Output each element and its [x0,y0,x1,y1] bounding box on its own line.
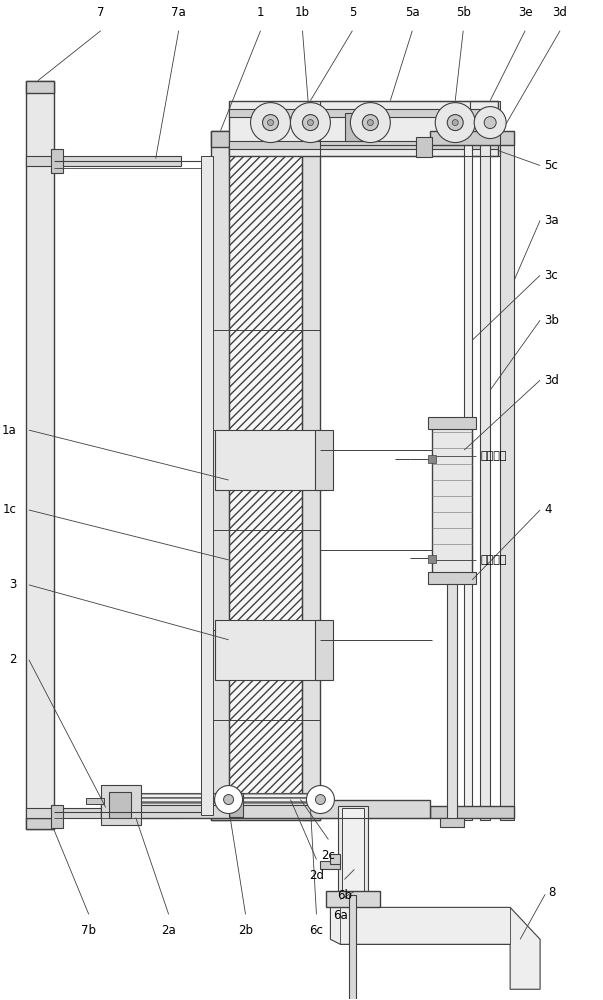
Circle shape [474,107,506,139]
Bar [315,430,333,490]
Text: 5b: 5b [456,6,471,19]
Text: 6a: 6a [333,909,348,922]
Circle shape [367,120,373,126]
Text: 8: 8 [548,886,555,899]
Bar [330,854,341,864]
Bar [432,420,472,575]
Bar [26,156,181,166]
Text: 6c: 6c [309,924,323,937]
Bar [229,141,498,149]
Bar [480,131,490,820]
Text: 伸出进气: 伸出进气 [480,451,507,461]
Text: 7a: 7a [171,6,186,19]
Circle shape [262,115,279,131]
Circle shape [435,103,475,143]
Circle shape [291,103,330,143]
Bar [428,417,476,429]
Text: 1: 1 [257,6,264,19]
Bar [101,800,431,818]
Bar [326,891,380,907]
Circle shape [447,115,463,131]
Bar [86,798,104,804]
Text: 7: 7 [97,6,104,19]
Bar [303,131,320,820]
Text: 4: 4 [544,503,552,516]
Bar [464,131,472,820]
Circle shape [224,795,233,805]
Text: 3: 3 [10,578,17,591]
Bar [320,861,341,869]
Circle shape [315,795,326,805]
Text: 2a: 2a [161,924,176,937]
Bar [229,109,498,117]
Text: 3b: 3b [544,314,559,327]
Bar [338,806,368,895]
Circle shape [250,103,291,143]
Text: 1c: 1c [3,503,17,516]
Bar [229,101,498,156]
Bar [343,808,364,893]
Bar [51,149,63,173]
Circle shape [350,103,390,143]
Bar [349,895,356,1000]
Bar [428,572,476,584]
Bar [229,156,303,805]
Polygon shape [330,907,540,989]
Circle shape [306,786,335,814]
Circle shape [484,117,496,129]
Circle shape [452,120,458,126]
Bar [431,131,514,145]
Text: 7b: 7b [81,924,96,937]
Text: 2: 2 [10,653,17,666]
Bar [428,555,436,563]
Bar [470,101,498,156]
Bar [101,785,140,825]
Text: 5: 5 [349,6,356,19]
Text: 3d: 3d [544,374,559,387]
Bar [500,131,514,820]
Bar [26,818,54,829]
Bar [229,793,242,817]
Text: 6b: 6b [337,889,352,902]
Text: 收缩进气: 收缩进气 [480,555,507,565]
Bar [215,430,323,490]
Bar [26,81,54,93]
Bar [26,808,181,818]
Bar [51,805,63,828]
Text: 1a: 1a [2,424,17,437]
Bar [109,792,131,818]
Circle shape [303,115,318,131]
Bar [447,584,457,824]
Circle shape [308,120,314,126]
Bar [121,793,311,803]
Bar [201,156,213,815]
Text: 2d: 2d [309,869,324,882]
Text: 2b: 2b [238,924,253,937]
Text: 5a: 5a [405,6,420,19]
Circle shape [362,115,378,131]
Bar [416,137,432,157]
Bar [210,131,320,147]
Text: 5c: 5c [544,159,558,172]
Text: 2c: 2c [321,849,335,862]
Circle shape [215,786,242,814]
Bar [106,793,326,805]
Text: 3d: 3d [552,6,567,19]
Text: 3c: 3c [544,269,558,282]
Bar [210,804,320,820]
Text: 3e: 3e [518,6,532,19]
Bar [315,620,333,680]
Bar [431,806,514,818]
Bar [26,81,54,829]
Text: 3a: 3a [544,214,559,227]
Text: 1b: 1b [295,6,310,19]
Bar [320,101,500,156]
Bar [210,131,229,820]
Bar [440,818,464,827]
Bar [215,620,323,680]
Bar [428,455,436,463]
Bar [346,113,373,141]
Circle shape [268,120,274,126]
